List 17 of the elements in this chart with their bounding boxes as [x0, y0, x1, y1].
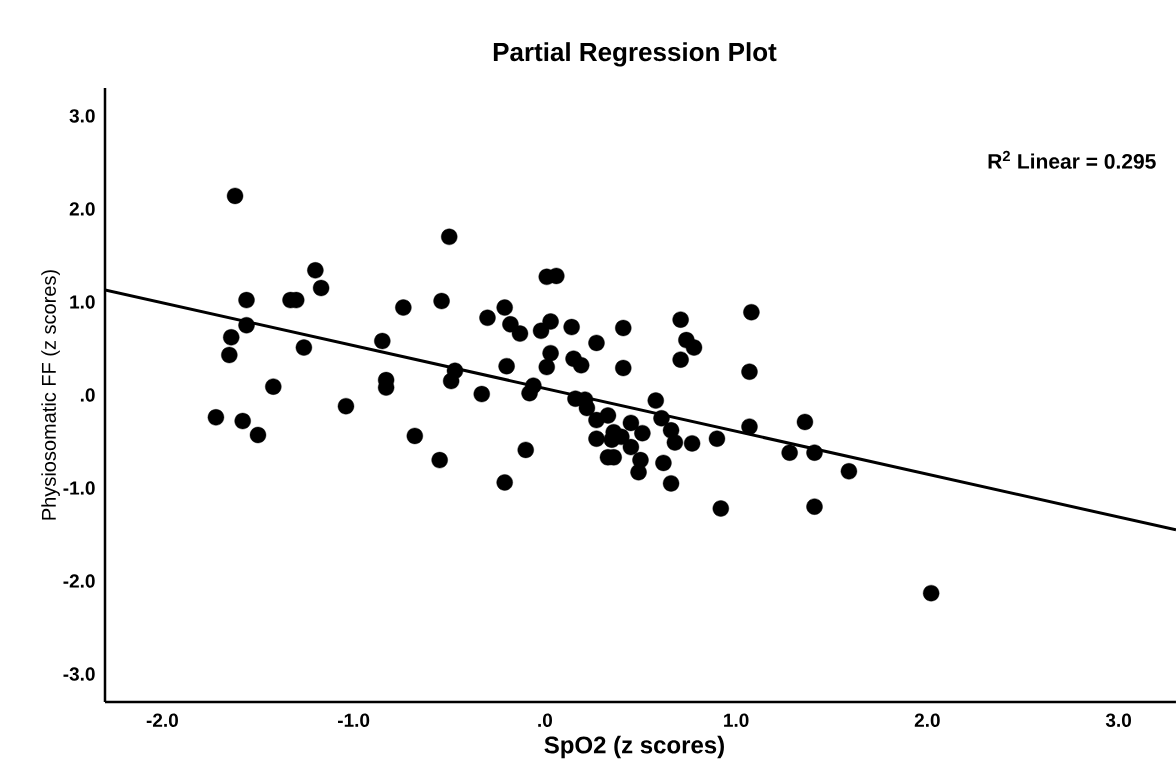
y-tick-label: -1.0 — [63, 481, 95, 495]
chart-title: Partial Regression Plot — [493, 42, 777, 67]
y-axis-title: Physiosomatic FF (z scores) — [41, 270, 60, 520]
x-tick-label: -2.0 — [146, 713, 178, 727]
y-tick-label: -3.0 — [63, 667, 95, 681]
y-tick-label: -2.0 — [63, 574, 95, 588]
x-tick-label: -1.0 — [337, 713, 370, 727]
y-tick-label: 1.0 — [70, 295, 95, 309]
x-tick-label: 2.0 — [914, 713, 940, 727]
y-tick-label: .0 — [80, 388, 95, 402]
y-tick-label: 2.0 — [69, 202, 95, 216]
x-tick-label: 3.0 — [1105, 713, 1131, 727]
y-tick-label: 3.0 — [69, 109, 95, 123]
x-axis-title: SpO2 (z scores) — [544, 735, 724, 759]
x-tick-label: 1.0 — [724, 713, 749, 727]
x-tick-label: .0 — [538, 713, 552, 727]
annotation: R$^{2}$ Linear = 0.295 — [988, 150, 1156, 169]
